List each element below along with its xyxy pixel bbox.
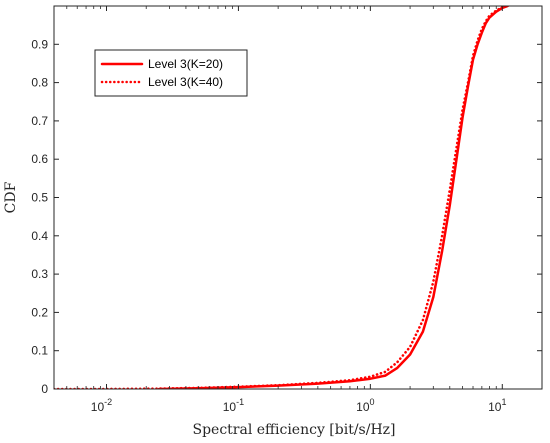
x-axis-label: Spectral efficiency [bit/s/Hz] — [193, 422, 396, 438]
x-tick-label: 10-1 — [223, 397, 244, 414]
legend-entry-1: Level 3(K=20) — [148, 57, 223, 71]
legend-entry-2: Level 3(K=40) — [148, 75, 223, 89]
y-tick-label: 0.2 — [31, 305, 48, 319]
x-tick-label: 10-2 — [91, 397, 112, 414]
legend: Level 3(K=20) Level 3(K=40) — [94, 49, 248, 97]
y-tick-label: 0.3 — [31, 267, 48, 281]
x-tick-label: 100 — [356, 397, 374, 414]
y-axis-label: CDF — [3, 181, 19, 213]
y-tick-label: 0 — [41, 382, 48, 396]
series-line-2 — [54, 6, 510, 389]
y-tick-label: 0.9 — [31, 37, 48, 51]
y-tick-label: 0.5 — [31, 191, 48, 205]
y-tick-label: 0.6 — [31, 152, 48, 166]
x-tick-label: 101 — [488, 397, 506, 414]
plot-area — [54, 6, 510, 389]
legend-box — [94, 49, 248, 97]
y-tick-label: 0.8 — [31, 76, 48, 90]
y-tick-label: 0.4 — [31, 229, 48, 243]
y-tick-label: 0.7 — [31, 114, 48, 128]
y-tick-label: 0.1 — [31, 344, 48, 358]
axes: 10-2 10-1 100 101 0 0.1 0.2 0.3 0.4 0.5 0.6 0.7 0.8 0… — [3, 5, 543, 438]
